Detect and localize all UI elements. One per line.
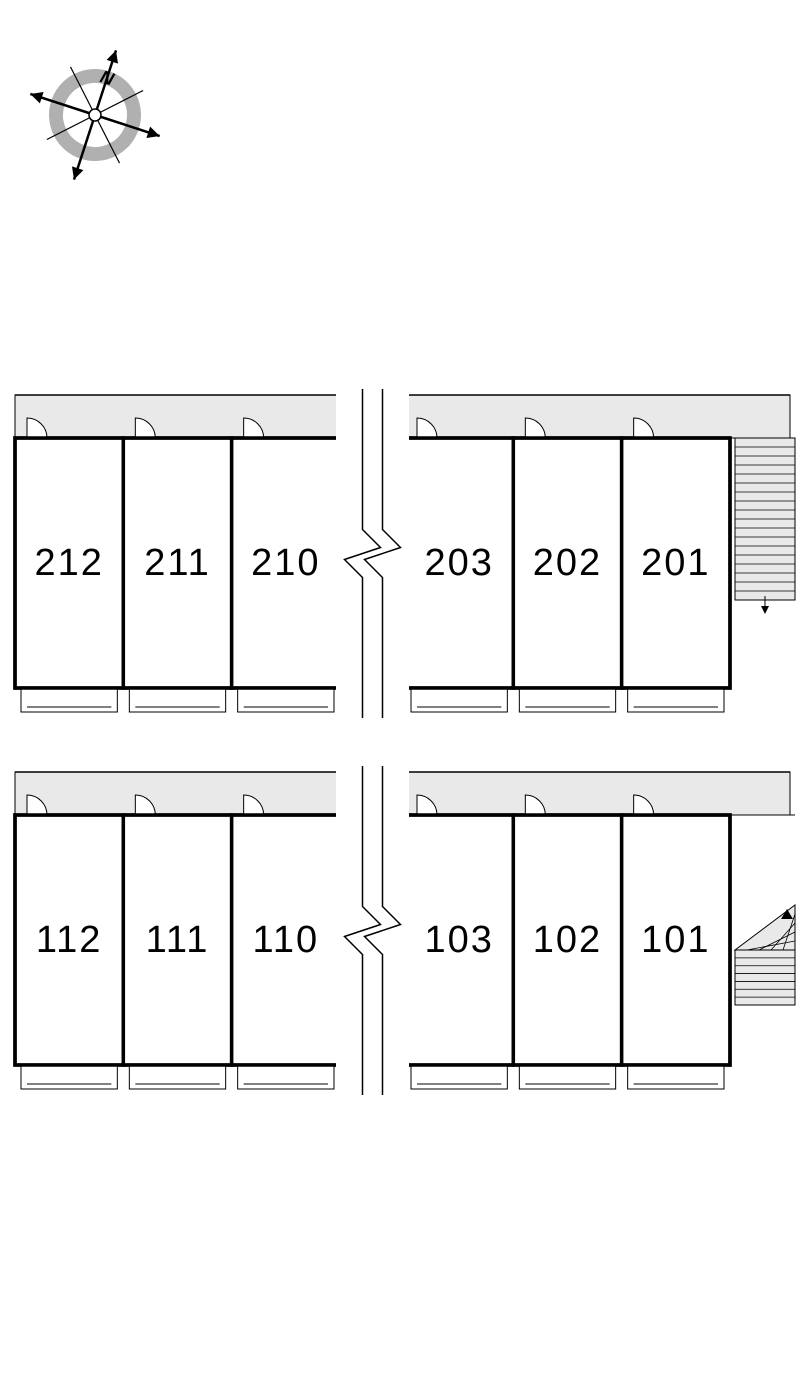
building-floorplan: N 212 211 210 203 202 201 112 111 110 103 102 101 (0, 0, 800, 1373)
floor-1: 112 111 110 103 102 101 (15, 764, 795, 1097)
floor-2: 212 211 210 203 202 201 (15, 387, 795, 720)
unit-label: 103 (424, 919, 493, 961)
unit-label: 110 (253, 919, 320, 961)
unit-label: 202 (533, 542, 602, 584)
corridor (400, 772, 790, 815)
unit-label: 111 (146, 919, 210, 961)
corridor (15, 395, 365, 438)
unit-label: 112 (36, 919, 103, 961)
compass-rose: N (28, 48, 161, 181)
unit-label: 212 (34, 542, 103, 584)
corridor (15, 772, 365, 815)
unit-label: 211 (144, 542, 211, 584)
unit-label: 201 (641, 542, 710, 584)
corridor (400, 395, 790, 438)
unit-label: 203 (424, 542, 493, 584)
unit-label: 101 (641, 919, 710, 961)
unit-label: 102 (533, 919, 602, 961)
unit-label: 210 (251, 542, 320, 584)
